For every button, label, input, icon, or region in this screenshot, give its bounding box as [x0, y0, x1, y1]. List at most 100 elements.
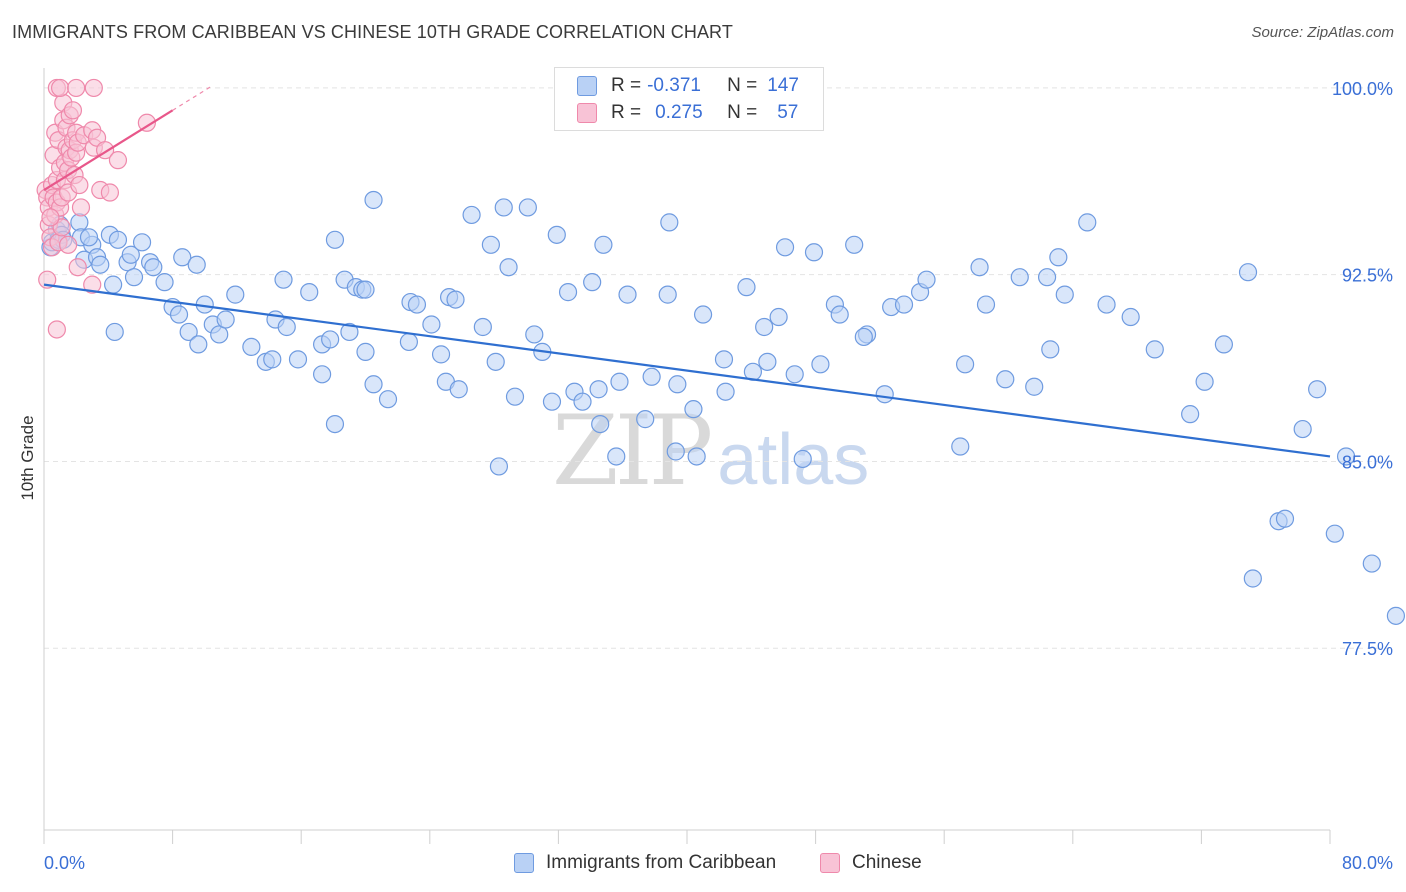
data-point-caribbean: [70, 213, 89, 232]
data-point-caribbean: [189, 335, 208, 354]
data-point-caribbean: [1293, 419, 1312, 439]
data-point-chinese: [71, 198, 91, 217]
series-legend-caribbean[interactable]: Immigrants from Caribbean: [514, 852, 776, 874]
data-point-chinese: [68, 258, 87, 277]
series-swatch-caribbean: [514, 853, 534, 873]
data-point-caribbean: [1308, 380, 1327, 399]
data-point-caribbean: [356, 342, 375, 361]
data-point-caribbean: [300, 283, 319, 302]
legend-row-chinese: R = 0.275 N = 57: [577, 99, 798, 127]
data-point-caribbean: [793, 449, 812, 469]
data-point-caribbean: [1097, 295, 1116, 314]
data-point-chinese: [38, 270, 57, 289]
series-label-caribbean: Immigrants from Caribbean: [546, 852, 777, 873]
data-point-caribbean: [996, 370, 1015, 389]
data-point-caribbean: [716, 382, 735, 401]
data-point-caribbean: [594, 235, 613, 254]
data-point-chinese: [84, 78, 103, 98]
data-point-caribbean: [951, 437, 970, 456]
data-point-chinese: [41, 208, 60, 227]
data-point-chinese: [67, 78, 86, 98]
data-point-caribbean: [1055, 285, 1074, 304]
trend-lines: [43, 84, 1331, 458]
x-tick-label-min: 0.0%: [44, 853, 85, 873]
data-point-caribbean: [642, 367, 661, 386]
y-tick-label: 100.0%: [1332, 79, 1393, 99]
series-points-chinese: [36, 78, 156, 339]
stats-legend: R = -0.371 N = 147 R = 0.275 N = 57: [554, 67, 824, 131]
legend-r-value-caribbean: -0.371: [647, 75, 701, 96]
data-point-caribbean: [422, 315, 441, 334]
legend-n-value-caribbean: 147: [767, 75, 799, 96]
axis-labels: 77.5% 85.0% 92.5% 100.0% 0.0% 80.0% 10th Grade: [18, 79, 1393, 873]
data-point-caribbean: [104, 275, 123, 294]
series-points-caribbean: [41, 190, 1406, 625]
data-point-caribbean: [542, 392, 562, 411]
data-point-caribbean: [658, 285, 677, 304]
data-point-caribbean: [340, 322, 359, 342]
data-point-caribbean: [1238, 263, 1258, 282]
chart-title: IMMIGRANTS FROM CARIBBEAN VS CHINESE 10T…: [12, 22, 733, 42]
chart-source: Source: ZipAtlas.com: [1251, 24, 1394, 41]
data-point-caribbean: [277, 317, 296, 337]
data-point-caribbean: [132, 233, 152, 252]
data-point-caribbean: [173, 248, 192, 267]
data-point-caribbean: [121, 245, 140, 264]
legend-n-value-chinese: 57: [777, 102, 799, 123]
data-point-caribbean: [955, 355, 975, 374]
data-point-caribbean: [364, 190, 383, 210]
series-swatch-chinese: [820, 853, 840, 873]
grid-lines: [44, 87, 1392, 649]
data-point-caribbean: [1325, 524, 1344, 543]
data-point-chinese: [100, 183, 120, 202]
data-point-caribbean: [312, 365, 332, 384]
data-point-caribbean: [573, 392, 592, 411]
data-point-caribbean: [499, 258, 518, 277]
data-point-caribbean: [1037, 268, 1057, 287]
data-point-caribbean: [449, 380, 468, 399]
axes: [43, 68, 1331, 844]
data-point-caribbean: [1275, 509, 1295, 528]
legend-r-label: R =: [611, 75, 642, 96]
x-tick-label-max: 80.0%: [1342, 853, 1393, 873]
data-point-caribbean: [583, 273, 602, 292]
data-point-caribbean: [1041, 340, 1060, 359]
data-point-caribbean: [1049, 248, 1068, 267]
y-tick-label: 77.5%: [1342, 639, 1393, 659]
data-point-caribbean: [610, 372, 629, 391]
series-label-chinese: Chinese: [852, 852, 922, 873]
data-point-caribbean: [226, 285, 245, 304]
watermark-atlas: atlas: [717, 420, 870, 500]
data-point-caribbean: [775, 238, 795, 257]
data-point-caribbean: [187, 255, 206, 274]
legend-r-value-chinese: 0.275: [655, 102, 703, 123]
data-point-caribbean: [970, 258, 989, 277]
data-point-caribbean: [875, 385, 894, 404]
data-point-caribbean: [288, 350, 308, 369]
legend-r-label: R =: [611, 102, 642, 123]
data-point-caribbean: [1181, 405, 1200, 424]
y-axis-label: 10th Grade: [18, 415, 37, 500]
data-point-caribbean: [591, 414, 610, 434]
data-point-caribbean: [589, 380, 608, 399]
data-point-caribbean: [505, 387, 525, 406]
data-point-caribbean: [1145, 340, 1164, 359]
data-point-caribbean: [636, 410, 655, 429]
data-point-caribbean: [364, 375, 383, 394]
data-point-caribbean: [666, 442, 685, 461]
data-point-caribbean: [179, 322, 198, 342]
data-point-caribbean: [1214, 335, 1234, 354]
data-point-caribbean: [737, 278, 756, 297]
data-point-caribbean: [325, 414, 345, 434]
data-point-caribbean: [1362, 554, 1381, 573]
data-point-caribbean: [804, 243, 824, 262]
data-point-chinese: [137, 113, 156, 132]
data-point-caribbean: [525, 325, 544, 344]
data-point-caribbean: [378, 390, 398, 409]
trend-line-caribbean: [43, 283, 1331, 458]
data-point-chinese: [70, 175, 89, 195]
data-point-caribbean: [155, 273, 174, 292]
data-point-chinese: [83, 275, 102, 294]
series-legend-chinese[interactable]: Chinese: [820, 852, 922, 874]
